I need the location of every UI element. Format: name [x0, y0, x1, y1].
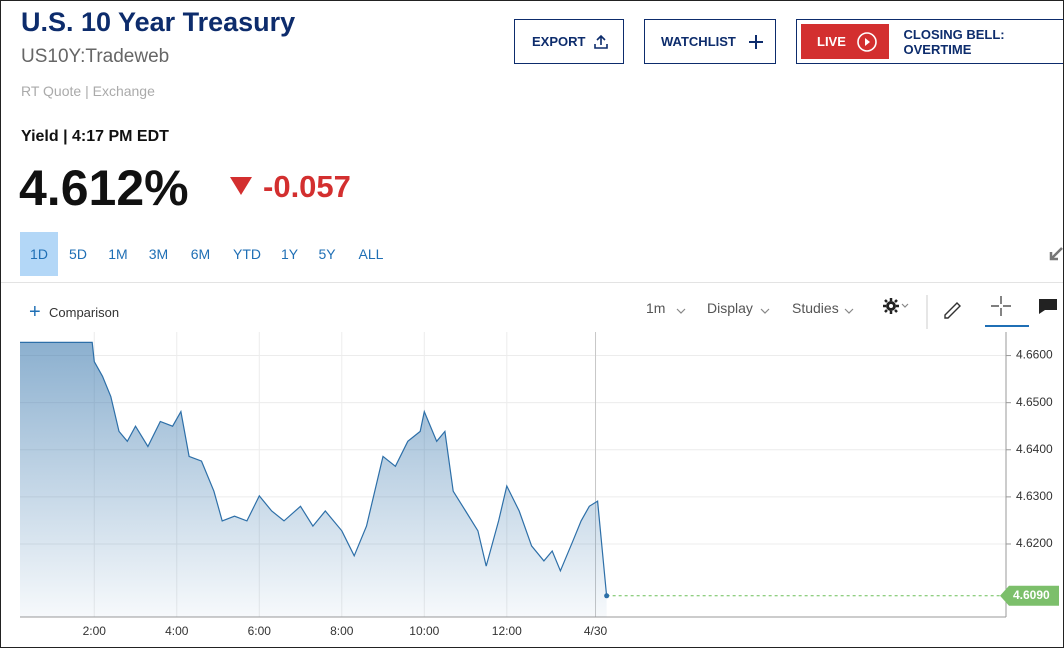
- title: U.S. 10 Year Treasury: [21, 7, 296, 37]
- comparison[interactable]: Comparison: [49, 305, 120, 320]
- y-tick-label: 4.6200: [1016, 536, 1053, 550]
- display[interactable]: Display: [707, 300, 753, 316]
- tool-icons: [883, 295, 1057, 329]
- y-tick-label: 4.6400: [1016, 442, 1053, 456]
- play-icon: [857, 31, 877, 52]
- export-icon: [594, 34, 609, 49]
- x-tick-label: 6:00: [248, 624, 272, 638]
- last-value-label: 4.6090: [1013, 588, 1050, 602]
- x-tick-label: 2:00: [83, 624, 107, 638]
- range-tab[interactable]: ALL: [358, 246, 384, 262]
- live-show: CLOSING BELL: OVERTIME: [903, 26, 1005, 57]
- area: [20, 342, 607, 617]
- x-tick-label: 12:00: [492, 624, 522, 638]
- range-tab[interactable]: 3M: [148, 246, 169, 262]
- live-label: LIVE: [817, 34, 846, 49]
- x-tick-label: 10:00: [409, 624, 439, 638]
- yield-label: Yield | 4:17 PM EDT: [21, 128, 169, 145]
- dropdown-carets: [676, 308, 854, 314]
- range-tab[interactable]: 5Y: [318, 246, 336, 262]
- watchlist-button[interactable]: WATCHLIST: [644, 19, 776, 64]
- comparison-plus[interactable]: +: [29, 301, 41, 323]
- range-tab[interactable]: 6M: [190, 246, 211, 262]
- symbol: US10Y:Tradeweb: [21, 46, 170, 67]
- source: RT Quote | Exchange: [21, 83, 155, 99]
- range-tab[interactable]: YTD: [233, 246, 261, 262]
- range-tab[interactable]: 5D: [69, 246, 87, 262]
- collapse-icon: [1049, 247, 1063, 261]
- x-tick-label: 4:00: [165, 624, 189, 638]
- price: 4.612%: [19, 160, 189, 216]
- last-point: [604, 593, 610, 599]
- down-arrow: [230, 177, 252, 195]
- watchlist-label: WATCHLIST: [661, 34, 736, 49]
- y-tick-label: 4.6500: [1016, 395, 1053, 409]
- x-tick-label: 8:00: [330, 624, 354, 638]
- interval[interactable]: 1m: [646, 300, 666, 316]
- range-tab[interactable]: 1Y: [280, 246, 299, 262]
- range-tab[interactable]: 1M: [108, 246, 128, 262]
- live-button[interactable]: LIVE CLOSING BELL: OVERTIME: [796, 19, 1063, 64]
- y-tick-label: 4.6300: [1016, 489, 1053, 503]
- divider: [1, 282, 1063, 283]
- live-badge: LIVE: [801, 24, 889, 59]
- export-label: EXPORT: [532, 34, 586, 49]
- change: -0.057: [263, 169, 351, 204]
- studies[interactable]: Studies: [792, 300, 839, 316]
- last-value-tag: [1000, 585, 1059, 606]
- range-tab[interactable]: 1D: [20, 232, 58, 276]
- plus-icon: [748, 34, 763, 49]
- export-button[interactable]: EXPORT: [514, 19, 624, 64]
- line: [20, 341, 608, 596]
- y-tick-label: 4.6600: [1016, 348, 1053, 362]
- x-tick-label: 4/30: [584, 624, 608, 638]
